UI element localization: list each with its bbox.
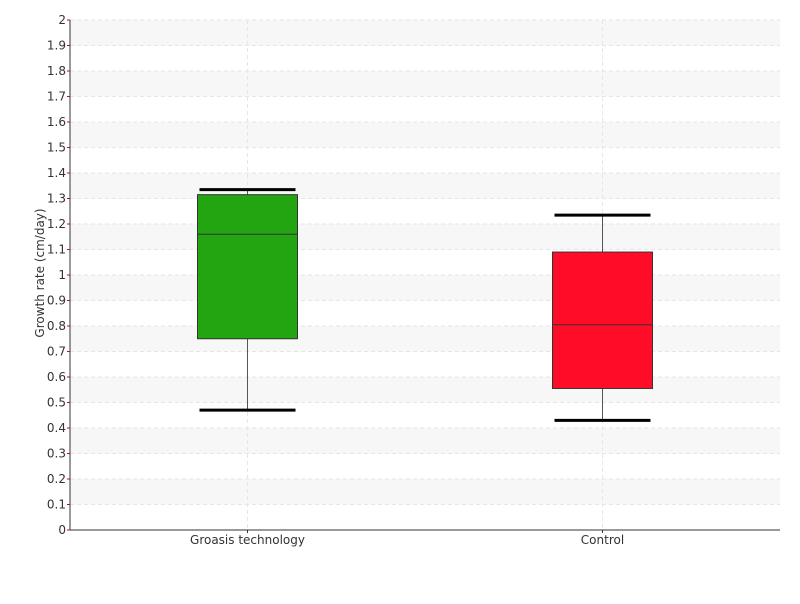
background-band — [70, 20, 780, 46]
y-tick-label: 1.4 — [47, 166, 66, 180]
background-band — [70, 428, 780, 454]
x-ticks: Groasis technology Control — [190, 530, 624, 547]
box-body — [552, 251, 653, 389]
box-group — [552, 213, 653, 422]
y-axis-title: Growth rate (cm/day) — [33, 208, 47, 337]
y-tick-label: 0.6 — [47, 370, 66, 384]
y-ticks: 0 0.1 0.2 0.3 0.4 0.5 0.6 0.7 0.8 0.9 1 1.1 1.2 1.3 1.… — [47, 13, 70, 537]
x-tick-label: Control — [581, 533, 624, 547]
background-band — [70, 326, 780, 352]
background-bands — [70, 20, 780, 505]
box-group — [197, 188, 298, 412]
y-tick-label: 1.6 — [47, 115, 66, 129]
y-tick-label: 1.2 — [47, 217, 66, 231]
box-series — [197, 188, 653, 422]
y-tick-label: 1 — [58, 268, 66, 282]
background-band — [70, 377, 780, 403]
background-band — [70, 173, 780, 199]
background-band — [70, 275, 780, 301]
y-tick-label: 1.7 — [47, 90, 66, 104]
y-tick-label: 0.2 — [47, 472, 66, 486]
y-tick-label: 0 — [58, 523, 66, 537]
y-tick-label: 1.1 — [47, 243, 66, 257]
y-tick-label: 1.9 — [47, 39, 66, 53]
background-band — [70, 479, 780, 505]
y-tick-label: 0.5 — [47, 396, 66, 410]
y-tick-label: 0.9 — [47, 294, 66, 308]
background-band — [70, 71, 780, 97]
background-band — [70, 122, 780, 148]
y-tick-label: 0.3 — [47, 447, 66, 461]
y-tick-label: 0.4 — [47, 421, 66, 435]
grid-lines — [70, 19, 780, 530]
background-band — [70, 224, 780, 250]
y-tick-label: 1.5 — [47, 141, 66, 155]
box-body — [197, 194, 298, 340]
y-tick-label: 0.7 — [47, 345, 66, 359]
y-tick-label: 2 — [58, 13, 66, 27]
y-tick-label: 0.8 — [47, 319, 66, 333]
y-tick-label: 1.3 — [47, 192, 66, 206]
x-tick-label: Groasis technology — [190, 533, 305, 547]
y-tick-label: 1.8 — [47, 64, 66, 78]
y-tick-label: 0.1 — [47, 498, 66, 512]
